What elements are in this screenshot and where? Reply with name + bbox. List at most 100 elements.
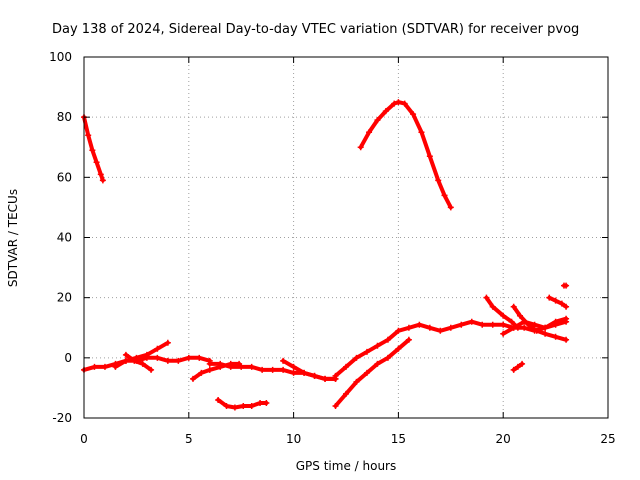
data-point xyxy=(85,132,92,139)
data-point xyxy=(521,318,528,325)
data-point xyxy=(510,366,517,373)
data-point xyxy=(343,390,349,397)
data-point xyxy=(280,366,287,373)
data-point xyxy=(231,404,238,411)
y-axis-label: SDTVAR / TECUs xyxy=(6,189,20,287)
data-point xyxy=(175,357,182,364)
data-point xyxy=(405,324,412,331)
data-point xyxy=(206,360,213,367)
series-arc-fall-2-3h xyxy=(122,351,155,373)
data-point xyxy=(353,354,360,361)
data-point xyxy=(489,303,496,310)
data-point xyxy=(426,153,433,160)
data-point xyxy=(290,369,297,376)
series-arc-early-decline xyxy=(81,114,106,184)
data-point xyxy=(382,108,389,115)
data-point xyxy=(290,363,297,370)
data-point xyxy=(410,111,417,118)
data-point xyxy=(154,354,161,361)
data-point xyxy=(533,327,540,334)
x-tick-label: 15 xyxy=(391,432,406,446)
data-point xyxy=(519,360,526,367)
series-arc-late-high xyxy=(483,294,521,331)
data-point xyxy=(269,366,276,373)
x-axis-label: GPS time / hours xyxy=(296,459,397,473)
y-tick-label: 0 xyxy=(64,351,72,365)
data-point xyxy=(139,360,146,367)
data-point xyxy=(280,357,287,364)
data-point xyxy=(206,366,213,373)
data-point xyxy=(437,327,444,334)
axis-ticks xyxy=(83,56,609,419)
data-point xyxy=(441,192,448,199)
data-point xyxy=(514,363,521,370)
series-line xyxy=(333,337,411,408)
series-line xyxy=(123,352,154,372)
data-point xyxy=(405,336,412,343)
y-tick-label: 100 xyxy=(49,50,72,64)
x-tick-label: 20 xyxy=(496,432,511,446)
data-point xyxy=(374,117,381,124)
data-point xyxy=(401,100,408,107)
data-point xyxy=(363,348,370,355)
data-point xyxy=(458,321,465,328)
y-tick-label: -20 xyxy=(52,411,72,425)
data-point xyxy=(395,99,402,106)
data-point xyxy=(259,366,266,373)
data-point xyxy=(510,303,517,310)
data-point xyxy=(552,318,559,325)
data-layer xyxy=(81,99,570,411)
series-arc-rise-12-15h xyxy=(332,336,412,409)
data-point xyxy=(500,321,507,328)
data-point xyxy=(384,354,391,361)
data-point xyxy=(374,342,381,349)
series-line xyxy=(281,358,338,381)
data-point xyxy=(154,345,161,352)
data-point xyxy=(322,375,329,382)
data-point xyxy=(447,324,454,331)
data-point xyxy=(468,318,475,325)
data-point xyxy=(552,297,559,304)
data-point xyxy=(164,357,171,364)
data-point xyxy=(357,144,364,151)
data-point xyxy=(546,294,553,301)
data-point xyxy=(447,204,454,211)
data-point xyxy=(483,294,490,301)
series-arc-5-6h xyxy=(189,360,243,382)
data-point xyxy=(395,345,402,352)
plot-frame xyxy=(83,56,609,419)
data-point xyxy=(311,372,318,379)
series-arc-dip-10-12h xyxy=(280,357,339,382)
series-arc-late-short xyxy=(510,360,526,373)
chart-title: Day 138 of 2024, Sidereal Day-to-day VTE… xyxy=(52,22,579,37)
data-point xyxy=(500,312,507,319)
data-point xyxy=(508,318,515,325)
grid-lines xyxy=(84,57,608,418)
data-point xyxy=(257,399,264,406)
data-point xyxy=(101,363,108,370)
data-point xyxy=(215,396,222,403)
data-point xyxy=(131,357,138,364)
data-point xyxy=(185,354,192,361)
data-point xyxy=(223,402,230,409)
data-point xyxy=(563,282,570,289)
data-point xyxy=(91,363,98,370)
series-arc-low-7h xyxy=(215,396,270,411)
x-tick-label: 10 xyxy=(286,432,301,446)
series-line xyxy=(82,115,105,183)
data-point xyxy=(563,303,570,310)
data-point xyxy=(263,399,270,406)
data-point xyxy=(418,129,425,136)
data-point xyxy=(93,159,100,166)
data-point xyxy=(558,300,565,307)
data-point xyxy=(391,100,398,107)
data-point xyxy=(301,369,308,376)
data-point xyxy=(217,363,224,370)
data-point xyxy=(516,312,523,319)
data-point xyxy=(343,363,349,370)
data-point xyxy=(542,330,549,337)
data-point xyxy=(500,330,507,337)
data-point xyxy=(542,324,549,331)
data-point xyxy=(122,351,129,358)
data-point xyxy=(332,375,339,382)
